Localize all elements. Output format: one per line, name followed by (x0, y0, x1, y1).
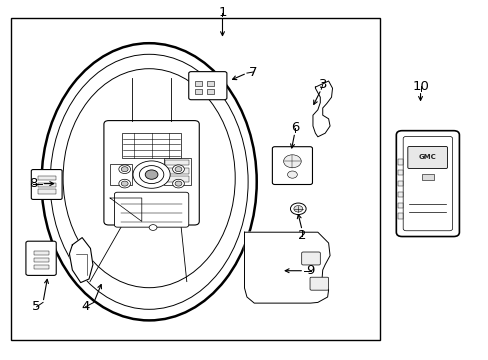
Circle shape (175, 181, 182, 186)
Circle shape (145, 170, 158, 179)
Circle shape (121, 181, 128, 186)
Circle shape (290, 203, 305, 215)
Bar (165, 168, 188, 174)
Circle shape (175, 167, 182, 172)
FancyBboxPatch shape (395, 131, 459, 237)
Text: 9: 9 (305, 264, 314, 277)
Bar (122, 133, 181, 158)
Circle shape (172, 179, 184, 188)
Polygon shape (312, 81, 332, 137)
Text: 3: 3 (318, 78, 326, 91)
Text: 6: 6 (290, 121, 299, 134)
Circle shape (293, 206, 302, 212)
Ellipse shape (41, 43, 256, 320)
Bar (38, 189, 56, 194)
Bar (195, 89, 202, 94)
Text: 7: 7 (248, 66, 257, 78)
Bar (38, 183, 56, 187)
Ellipse shape (50, 54, 247, 309)
Bar (11, 18, 379, 340)
Bar (34, 258, 49, 262)
Bar (206, 81, 214, 86)
Polygon shape (110, 198, 142, 221)
Bar (195, 81, 202, 86)
Bar (110, 164, 132, 185)
Circle shape (172, 165, 184, 174)
Circle shape (119, 165, 130, 174)
Text: 2: 2 (297, 229, 306, 242)
Bar (397, 181, 402, 186)
FancyBboxPatch shape (407, 147, 447, 168)
Bar (38, 176, 56, 180)
Text: 5: 5 (32, 300, 41, 313)
Circle shape (287, 171, 297, 178)
Circle shape (119, 179, 130, 188)
Bar (165, 160, 188, 165)
Bar (397, 192, 402, 197)
Polygon shape (244, 232, 329, 303)
Text: 8: 8 (29, 177, 38, 190)
Circle shape (133, 161, 170, 188)
Bar (163, 158, 190, 185)
FancyBboxPatch shape (402, 136, 452, 231)
Bar (421, 174, 433, 180)
Text: GMC: GMC (418, 154, 436, 160)
FancyBboxPatch shape (103, 121, 199, 225)
Bar (165, 176, 188, 182)
Circle shape (149, 225, 157, 230)
Text: 1: 1 (218, 6, 226, 19)
Bar (397, 159, 402, 165)
Text: 4: 4 (81, 300, 90, 313)
Bar (34, 251, 49, 255)
FancyBboxPatch shape (309, 277, 328, 290)
Bar (206, 89, 214, 94)
Text: 10: 10 (411, 80, 428, 93)
FancyBboxPatch shape (31, 170, 62, 199)
Bar (34, 265, 49, 269)
FancyBboxPatch shape (188, 72, 226, 100)
Bar (397, 203, 402, 208)
FancyBboxPatch shape (114, 192, 188, 227)
FancyBboxPatch shape (272, 147, 312, 184)
Bar (397, 213, 402, 219)
Circle shape (283, 155, 301, 168)
FancyBboxPatch shape (301, 252, 320, 265)
Polygon shape (69, 238, 93, 283)
Circle shape (121, 167, 128, 172)
Circle shape (139, 166, 163, 184)
Ellipse shape (63, 69, 235, 288)
FancyBboxPatch shape (26, 241, 56, 275)
Bar (397, 170, 402, 175)
